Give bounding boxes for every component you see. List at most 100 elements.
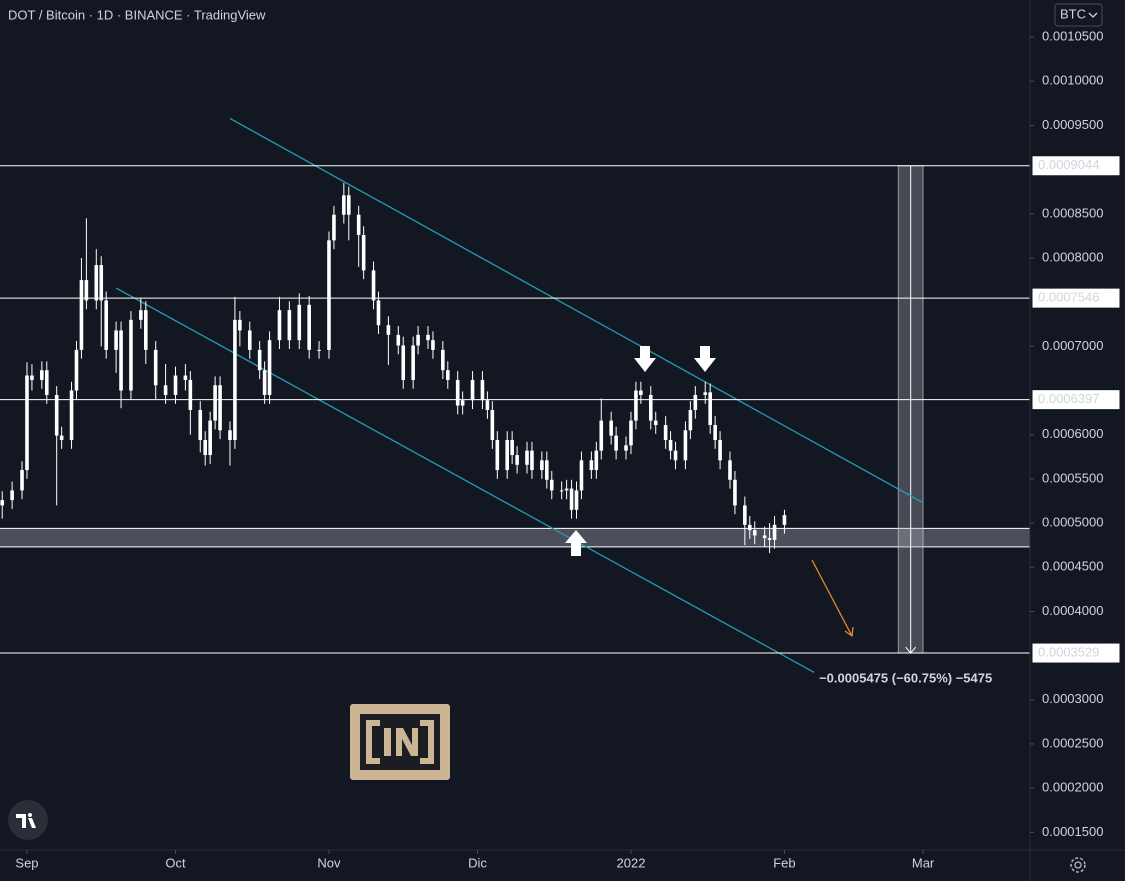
down-arrow <box>694 346 716 372</box>
x-tick-label: Oct <box>165 855 186 870</box>
candle-body <box>525 450 529 465</box>
candle-body <box>44 370 49 395</box>
candle-body <box>84 280 89 301</box>
candle-body <box>99 265 104 301</box>
candle-body <box>356 214 361 236</box>
candle-body <box>634 390 638 421</box>
y-tick-label: 0.0010000 <box>1042 73 1103 88</box>
candle-body <box>40 370 44 380</box>
candle-body <box>332 214 336 241</box>
candle-body <box>767 538 772 540</box>
candle-body <box>683 430 688 461</box>
candle-body <box>25 375 29 471</box>
y-tick-label: 0.0008500 <box>1042 205 1103 220</box>
chart-title: DOT / Bitcoin · 1D · BINANCE · TradingVi… <box>8 7 266 22</box>
settings-button[interactable] <box>1070 857 1086 873</box>
candle-body <box>297 304 302 341</box>
candle-body <box>59 435 64 441</box>
candle-body <box>480 379 485 401</box>
candle-body <box>143 310 148 350</box>
candle-body <box>629 420 633 446</box>
candle-body <box>708 392 712 425</box>
y-tick-label: 0.0003000 <box>1042 691 1103 706</box>
candle-body <box>505 440 510 471</box>
currency-button[interactable]: BTC <box>1054 3 1103 27</box>
candle-body <box>673 450 678 461</box>
candle-body <box>579 460 584 491</box>
candle-body <box>782 515 787 525</box>
candle-body <box>441 349 445 371</box>
candle-body <box>257 349 262 371</box>
level-label: 0.0007546 <box>1038 290 1099 305</box>
watermark-logo <box>350 704 450 780</box>
orange-arrow-head <box>844 626 854 638</box>
candle-body <box>733 479 737 506</box>
candle-body <box>460 400 465 406</box>
candle-body <box>609 420 613 436</box>
candle-body <box>173 375 178 395</box>
candle-body <box>703 392 708 395</box>
candle-body <box>94 265 99 301</box>
y-tick-label: 0.0001500 <box>1042 824 1103 839</box>
candle-body <box>569 488 574 510</box>
candle-body <box>772 524 777 540</box>
y-tick-label: 0.0009500 <box>1042 117 1103 132</box>
candle-body <box>762 535 767 539</box>
candle-body <box>317 349 321 351</box>
candle-body <box>747 524 752 531</box>
trendline <box>115 287 815 673</box>
candle-body <box>153 349 158 386</box>
candle-body <box>470 379 475 401</box>
candle-body <box>545 460 549 480</box>
up-arrow <box>565 530 587 556</box>
candle-body <box>20 470 24 491</box>
candle-body <box>287 310 292 341</box>
candle-body <box>624 445 628 451</box>
candle-body <box>361 235 366 271</box>
candle-body <box>188 379 193 410</box>
y-tick-label: 0.0007000 <box>1042 338 1103 353</box>
candle-body <box>445 370 450 380</box>
candle-body <box>639 390 643 395</box>
candle-body <box>119 330 123 391</box>
candle-body <box>10 490 14 501</box>
candle-body <box>30 375 34 380</box>
candle-body <box>490 409 495 441</box>
level-label-box <box>1031 155 1121 177</box>
level-label-box <box>1031 389 1121 411</box>
candle-body <box>559 490 564 492</box>
candle-body <box>648 394 653 421</box>
candle-body <box>693 394 698 410</box>
candle-body <box>183 375 188 380</box>
currency-label: BTC <box>1060 6 1086 21</box>
candle-body <box>564 488 569 491</box>
candle-body <box>599 420 604 451</box>
y-tick-label: 0.0002500 <box>1042 735 1103 750</box>
candle-body <box>114 330 118 350</box>
candle-body <box>515 455 519 465</box>
candle-body <box>346 195 351 215</box>
candle-body <box>416 334 420 346</box>
candle-body <box>208 420 212 456</box>
candle-body <box>218 385 222 431</box>
candle-body <box>213 385 217 421</box>
candle-body <box>455 379 460 406</box>
candle-body <box>411 345 415 380</box>
candle-body <box>589 460 594 471</box>
y-tick-label: 0.0002000 <box>1042 780 1103 795</box>
candle-body <box>485 400 490 410</box>
y-tick-label: 0.0008000 <box>1042 249 1103 264</box>
candle-body <box>376 300 381 326</box>
tradingview-logo[interactable] <box>8 800 48 840</box>
y-tick-label: 0.0010500 <box>1042 29 1103 44</box>
back-layer <box>0 117 1030 673</box>
candle-body <box>198 409 203 441</box>
candle-body <box>663 425 668 441</box>
candle-body <box>267 340 272 395</box>
x-tick-label: 2022 <box>617 855 646 870</box>
measure-label: −0.0005475 (−60.75%) −5475 <box>819 670 992 685</box>
candle-body <box>540 460 544 471</box>
x-tick-label: Dic <box>468 855 487 870</box>
